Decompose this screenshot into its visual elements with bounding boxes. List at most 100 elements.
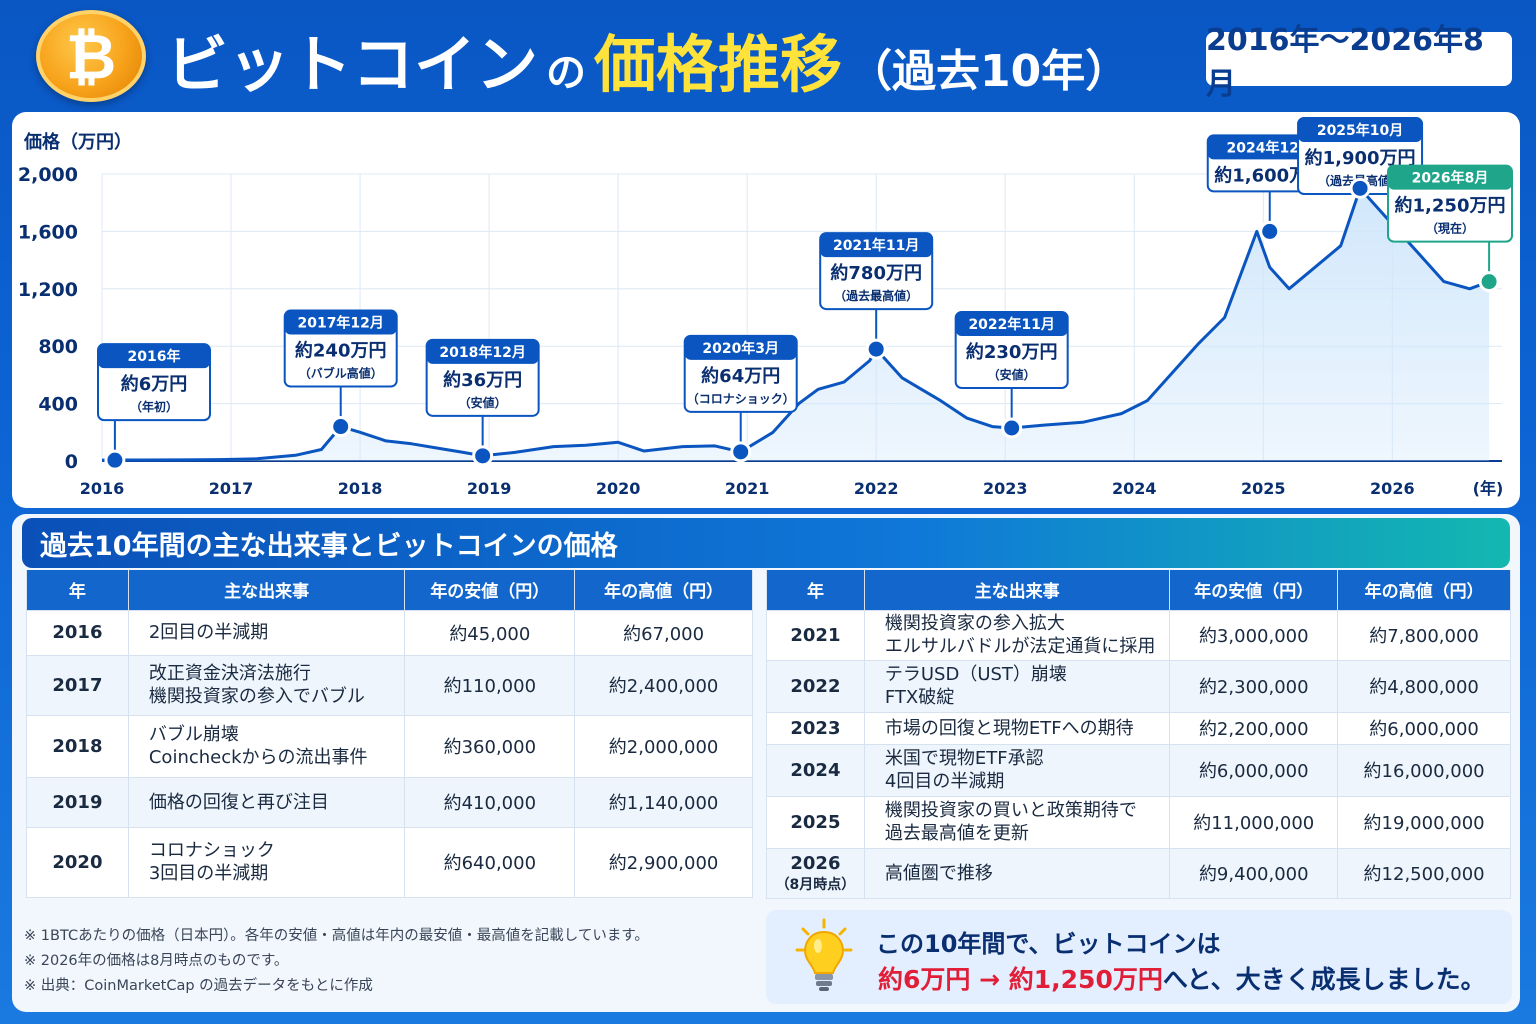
- event-text: FTX破綻: [884, 687, 955, 708]
- cell-low: 約2,200,000: [1169, 711, 1339, 745]
- cell-year: 2018: [26, 714, 129, 778]
- annotation-note: （コロナショック）: [687, 391, 795, 406]
- annotation-note: （過去最高値）: [834, 288, 918, 303]
- title-part3: 価格推移: [594, 28, 843, 101]
- cell-year: 2016: [26, 609, 129, 656]
- cell-high: 約16,000,000: [1337, 743, 1511, 797]
- x-axis-label: (年): [1473, 479, 1504, 498]
- annotation-note: （安値）: [459, 395, 507, 410]
- x-tick-label: 2022: [854, 479, 899, 498]
- cell-year: 2020: [26, 826, 129, 898]
- event-text: 高値圏で推移: [884, 862, 993, 884]
- cell-year: 2023: [766, 711, 865, 745]
- year-text: 2023: [790, 717, 841, 739]
- event-text: 市場の回復と現物ETFへの期待: [884, 717, 1134, 739]
- table-row: 2018 バブル崩壊 Coincheckからの流出事件 約360,000 約2,000,…: [26, 714, 753, 778]
- x-tick-label: 2016: [80, 479, 125, 498]
- cell-low: 約3,000,000: [1169, 609, 1339, 661]
- bitcoin-logo-icon: ₿: [36, 10, 146, 102]
- cell-events: 市場の回復と現物ETFへの期待: [863, 711, 1171, 745]
- event-text: 過去最高値を更新: [884, 823, 1029, 844]
- annotation-note: （現在）: [1426, 221, 1474, 236]
- annotation-price: 約780万円: [830, 262, 922, 284]
- header-year: 年: [26, 570, 129, 611]
- cell-low: 約11,000,000: [1169, 795, 1339, 849]
- cell-events: 高値圏で推移: [863, 847, 1171, 899]
- annotation-note: （年初）: [130, 399, 178, 414]
- title-part4: （過去10年）: [848, 46, 1130, 97]
- cell-low: 約6,000,000: [1169, 743, 1339, 797]
- annotation-note: （安値）: [988, 367, 1036, 382]
- annotation-price: 約6万円: [121, 373, 188, 395]
- data-point-marker: [1349, 177, 1371, 199]
- cell-events: 米国で現物ETF承認 4回目の半減期: [863, 743, 1171, 797]
- chart-panel: 0 400 800 1,200 1,600 2,000 2016 2017 2018 2019 20…: [12, 112, 1520, 508]
- year-text: 2017: [52, 674, 103, 696]
- table-row: 2019 価格の回復と再び注目 約410,000 約1,140,000: [26, 776, 753, 828]
- annotation-price: 約230万円: [966, 341, 1058, 363]
- x-tick-label: 2019: [467, 479, 512, 498]
- cell-high: 約12,500,000: [1337, 847, 1511, 899]
- annotation-note: （バブル高値）: [299, 366, 383, 381]
- x-tick-label: 2020: [596, 479, 641, 498]
- data-point-marker: [1001, 417, 1023, 439]
- y-axis-label: 価格（万円）: [23, 131, 132, 153]
- cell-events: テラUSD（UST）崩壊 FTX破綻: [863, 659, 1171, 713]
- header-low: 年の安値（円）: [1169, 570, 1339, 611]
- cell-high: 約4,800,000: [1337, 659, 1511, 713]
- year-text: 2025: [790, 811, 841, 833]
- annotation-header: [426, 339, 539, 364]
- data-point-marker: [865, 338, 887, 360]
- cell-high: 約2,400,000: [574, 654, 753, 716]
- table-row: 2023 市場の回復と現物ETFへの期待 約2,200,000 約6,000,000: [766, 711, 1511, 745]
- cell-high: 約7,800,000: [1337, 609, 1511, 661]
- footnotes: ※ 1BTCあたりの価格（日本円）。各年の安値・高値は年内の最安値・最高値を記載…: [24, 924, 744, 999]
- cell-year: 2022: [766, 659, 865, 713]
- data-point-marker: [730, 441, 752, 463]
- x-tick-label: 2023: [983, 479, 1028, 498]
- annotation-date: 2025年10月: [1317, 122, 1403, 139]
- footnote: ※ 出典：CoinMarketCap の過去データをもとに作成: [24, 978, 373, 994]
- cell-events: 機関投資家の参入拡大 エルサルバドルが法定通貨に採用: [863, 609, 1171, 661]
- annotation-date: 2022年11月: [968, 316, 1054, 333]
- annotation-header: [98, 344, 210, 369]
- y-tick-label: 800: [38, 336, 78, 358]
- cell-year: 2025: [766, 795, 865, 849]
- table-row: 2022 テラUSD（UST）崩壊 FTX破綻 約2,300,000 約4,800,00…: [766, 659, 1511, 713]
- annotation-header: [820, 233, 933, 258]
- period-badge: 2016年〜2026年8月: [1206, 23, 1512, 102]
- cell-high: 約1,140,000: [574, 776, 753, 828]
- summary-line1: この10年間で、ビットコインは: [876, 930, 1221, 958]
- cell-high: 約2,900,000: [574, 826, 753, 898]
- cell-year: 2026 （8月時点）: [766, 847, 865, 899]
- y-tick-label: 1,600: [18, 221, 78, 243]
- event-text: 機関投資家の買いと政策期待で: [884, 800, 1137, 821]
- event-text: テラUSD（UST）崩壊: [884, 664, 1067, 685]
- data-point-marker: [472, 445, 494, 467]
- table-row: 2021 機関投資家の参入拡大 エルサルバドルが法定通貨に採用 約3,000,000 約…: [766, 609, 1511, 661]
- year-text: 2026: [790, 852, 841, 874]
- summary-to: 約1,250万円: [1008, 965, 1163, 994]
- footnote: ※ 2026年の価格は8月時点のものです。: [24, 953, 289, 969]
- cell-events: 機関投資家の買いと政策期待で 過去最高値を更新: [863, 795, 1171, 849]
- y-tick-label: 400: [38, 394, 78, 416]
- event-text: コロナショック: [148, 840, 275, 861]
- event-text: 3回目の半減期: [148, 863, 269, 884]
- x-tick-label: 2021: [725, 479, 770, 498]
- annotation-date: 2021年11月: [833, 237, 919, 254]
- x-tick-label: 2017: [209, 479, 254, 498]
- summary-from: 約6万円: [878, 965, 971, 994]
- cell-low: 約360,000: [404, 714, 576, 778]
- header-high: 年の高値（円）: [574, 570, 753, 611]
- summary-line2: 約6万円 → 約1,250万円へと、大きく成長しました。: [878, 960, 1486, 996]
- cell-events: 2回目の半減期: [127, 609, 406, 656]
- annotation-header: [284, 310, 397, 335]
- annotation-price: 約240万円: [295, 340, 387, 362]
- table-title: 過去10年間の主な出来事とビットコインの価格: [22, 518, 1510, 568]
- annotation-date: 2017年12月: [297, 315, 383, 332]
- header-events: 主な出来事: [863, 570, 1171, 611]
- cell-year: 2021: [766, 609, 865, 661]
- lightbulb-icon: [795, 918, 853, 991]
- event-text: Coincheckからの流出事件: [148, 747, 368, 768]
- y-tick-label: 1,200: [18, 279, 78, 301]
